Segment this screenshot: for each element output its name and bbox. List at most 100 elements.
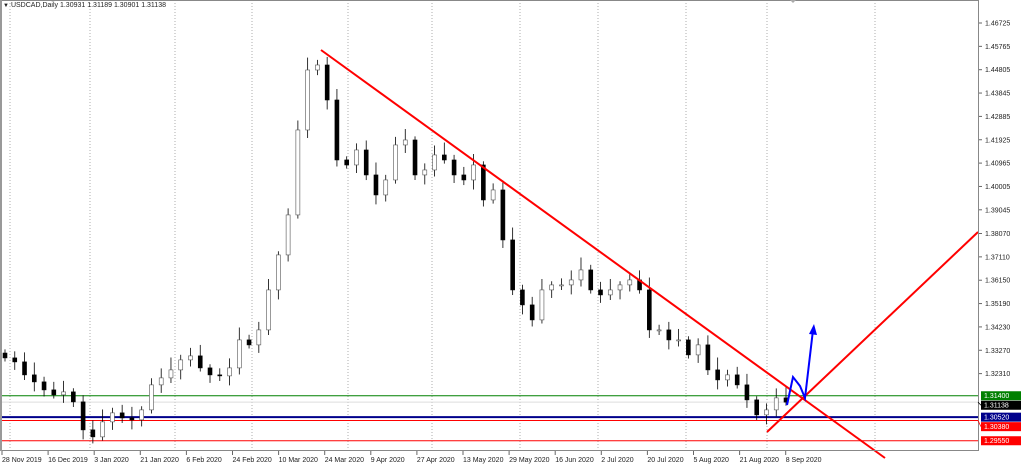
candle-bear: [754, 399, 760, 416]
candle-bull: [656, 329, 662, 332]
price-tag-label: 1.29550: [984, 438, 1009, 445]
y-tick-label: 1.42885: [985, 114, 1010, 121]
candle-bull: [61, 391, 66, 396]
price-tag-label: 1.30520: [984, 415, 1009, 422]
x-tick-label: 2 Jul 2020: [601, 457, 633, 464]
candle-bear: [588, 269, 594, 291]
candle-bull: [471, 164, 476, 181]
candle-bear: [529, 304, 535, 321]
candle-bear: [41, 381, 47, 391]
candle-bull: [539, 289, 545, 321]
candle-bull: [559, 284, 564, 287]
candle-bear: [520, 289, 525, 306]
price-tag-leader: [977, 401, 982, 406]
price-tag-label: 1.31138: [984, 403, 1009, 410]
candle-bear: [451, 159, 457, 176]
candle-bear: [324, 64, 330, 101]
price-tag-label: 1.31400: [984, 393, 1009, 400]
ohlc-readout: 1.30931 1.31189 1.30901 1.31138: [59, 2, 166, 9]
candle-bear: [246, 339, 252, 346]
shift-marker-icon: [790, 0, 796, 3]
candle-bull: [402, 139, 408, 146]
y-tick-label: 1.40005: [985, 184, 1010, 191]
candle-bear: [500, 189, 506, 241]
candle-bear: [90, 429, 96, 438]
candle-bear: [442, 154, 447, 161]
x-tick-label: 16 Dec 2019: [48, 457, 88, 464]
candle-bear: [510, 239, 515, 291]
candle-bull: [237, 339, 242, 369]
candle-bull: [490, 189, 496, 201]
candle-bull: [266, 289, 271, 331]
candle-bull: [110, 412, 115, 423]
downtrend-line[interactable]: [320, 49, 886, 459]
candle-bull: [568, 279, 574, 286]
x-tick-label: 28 Nov 2019: [2, 457, 42, 464]
y-tick-label: 1.40965: [985, 161, 1010, 168]
candles: [2, 56, 789, 444]
candle-bull: [276, 254, 281, 291]
y-tick-label: 1.46725: [985, 21, 1010, 28]
candle-bear: [197, 355, 203, 369]
candle-bear: [344, 159, 349, 166]
y-tick-label: 1.32310: [985, 371, 1010, 378]
price-tag: [981, 436, 1021, 446]
candle-bull: [149, 384, 154, 411]
candle-bull: [305, 69, 310, 131]
candle-bull: [354, 149, 359, 166]
x-tick-label: 9 Apr 2020: [371, 457, 405, 464]
candle-bear: [51, 389, 57, 396]
price-tag-label: 1.30380: [984, 424, 1009, 431]
candle-bull: [607, 289, 613, 296]
candle-bull: [432, 154, 437, 171]
candle-bull: [295, 129, 301, 216]
y-tick-label: 1.34230: [985, 324, 1010, 331]
price-tags: 1.31400 1.31138 1.30520 1.30380 1.29550: [977, 391, 1021, 446]
candle-bull: [178, 359, 184, 371]
x-tick-label: 8 Sep 2020: [786, 457, 822, 464]
candle-bull: [695, 344, 701, 356]
candle-bull: [422, 169, 428, 176]
price-axis[interactable]: 1.46725 1.45765 1.44805 1.43845 1.42885 1.419…: [979, 21, 1010, 379]
chart-title: ▼ USDCAD,Daily 1.30931 1.31189 1.30901 1.…: [3, 2, 166, 9]
y-tick-label: 1.44805: [985, 67, 1010, 74]
x-tick-label: 27 Apr 2020: [417, 457, 455, 464]
vertical-grid: [9, 0, 876, 450]
candle-bear: [217, 374, 223, 377]
dropdown-icon[interactable]: ▼: [3, 3, 9, 9]
x-tick-label: 10 Mar 2020: [279, 457, 318, 464]
candle-bull: [764, 409, 769, 416]
plot-border: [0, 0, 979, 451]
y-tick-label: 1.37110: [985, 254, 1010, 261]
y-tick-label: 1.41925: [985, 137, 1010, 144]
y-tick-label: 1.36150: [985, 278, 1010, 285]
candle-bear: [119, 412, 125, 419]
candle-bear: [334, 99, 340, 161]
candle-bull: [256, 329, 262, 346]
candle-bull: [725, 374, 730, 381]
candle-bull: [383, 179, 389, 196]
projection-arrow-path[interactable]: [786, 329, 814, 406]
candle-bear: [2, 352, 8, 359]
arrowhead-icon: [809, 324, 817, 335]
candle-bear: [598, 289, 603, 296]
horizontal-levels: [0, 395, 978, 442]
uptrend-line[interactable]: [766, 231, 979, 433]
candle-bull: [158, 377, 164, 386]
candle-bear: [412, 139, 418, 176]
candle-bull: [617, 284, 623, 291]
candle-bear: [481, 164, 486, 201]
time-axis[interactable]: 28 Nov 2019 16 Dec 2019 3 Jan 2020 21 Jan 2…: [1, 451, 822, 464]
candle-bear: [363, 149, 369, 176]
y-tick-label: 1.33270: [985, 348, 1010, 355]
candle-bear: [686, 339, 691, 356]
candle-bull: [315, 64, 320, 71]
candle-bear: [647, 289, 652, 331]
candle-bull: [139, 409, 144, 421]
candle-bull: [188, 355, 193, 361]
candle-bear: [373, 174, 379, 196]
symbol-label: USDCAD,Daily: [10, 2, 59, 9]
x-tick-label: 13 May 2020: [463, 457, 504, 464]
candle-bear: [207, 367, 213, 376]
